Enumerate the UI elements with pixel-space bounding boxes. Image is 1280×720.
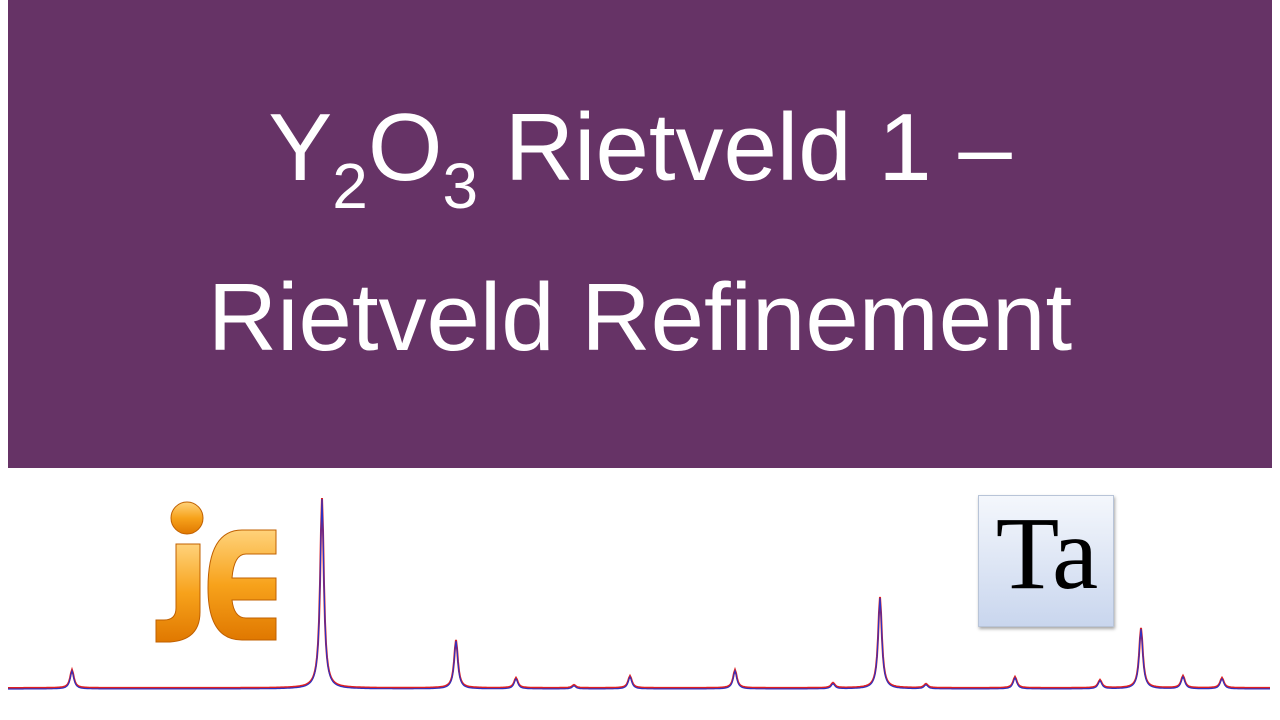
logo-text: Ta bbox=[995, 496, 1099, 611]
subscript: 2 bbox=[332, 150, 368, 222]
subscript: 3 bbox=[442, 150, 479, 222]
logo-box: Ta bbox=[978, 495, 1114, 627]
je-logo bbox=[155, 501, 277, 643]
title-line: Rietveld Refinement bbox=[207, 264, 1073, 371]
title-line: Y2O3 Rietveld 1 – bbox=[0, 100, 1280, 219]
title-text: O bbox=[367, 94, 443, 201]
pattern-observed bbox=[8, 498, 1270, 690]
title-band bbox=[8, 0, 1272, 468]
title-text: Y bbox=[268, 94, 333, 201]
pattern-calculated bbox=[8, 497, 1270, 689]
title-text: Rietveld 1 – bbox=[478, 94, 1012, 201]
illustration bbox=[8, 497, 1270, 690]
